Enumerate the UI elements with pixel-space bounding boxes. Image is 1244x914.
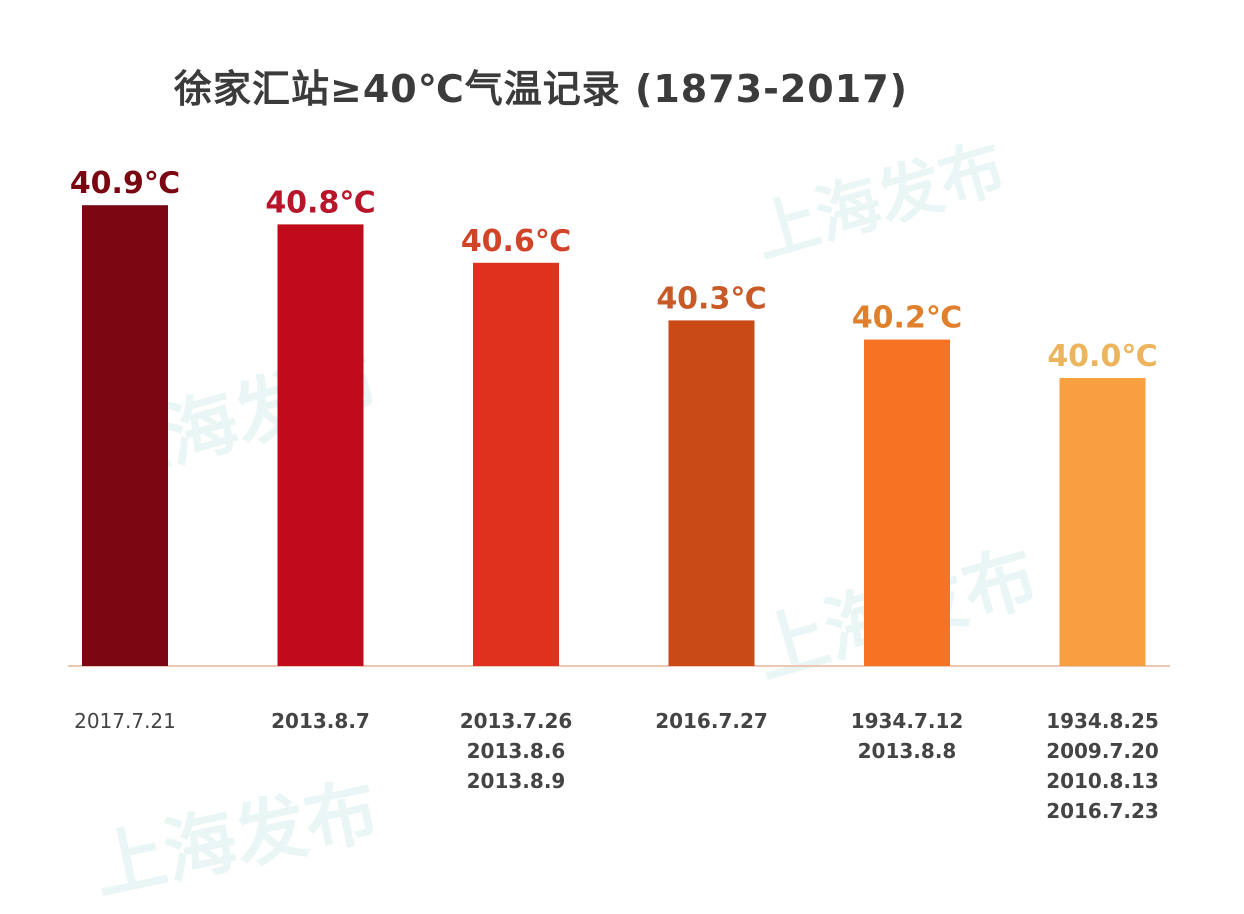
x-tick-label: 2013.8.7 [271,709,370,733]
x-tick-label: 1934.8.25 [1046,709,1159,733]
bar [668,320,755,666]
data-label: 40.3℃ [656,281,766,316]
bar [82,205,168,666]
x-tick-label: 2013.8.8 [858,739,957,763]
chart-title: 徐家汇站≥40℃气温记录 (1873-2017) [174,67,908,111]
x-tick-label: 1934.7.12 [851,709,964,733]
bar [864,339,950,666]
chart-container: 徐家汇站≥40℃气温记录 (1873-2017) 上海发布 上海发布 上海发布 … [68,67,1170,910]
bar [473,262,559,666]
x-tick-label: 2016.7.23 [1046,799,1159,823]
data-label: 40.8℃ [265,185,375,220]
x-tick-label: 2010.8.13 [1046,769,1159,793]
bar-chart: 40.9℃ 2017.7.21 40.8℃ 2013.8.7 40.6℃ 2013.7.2… [68,166,1170,823]
x-tick-label: 2017.7.21 [74,709,176,733]
data-label: 40.6℃ [461,224,571,259]
x-tick-label: 2013.7.26 [460,709,573,733]
bar [277,224,364,666]
x-tick-label: 2013.8.6 [467,739,566,763]
data-label: 40.2℃ [852,301,962,336]
data-label: 40.9℃ [70,166,180,201]
bar [1059,378,1146,666]
data-label: 40.0℃ [1047,339,1157,374]
x-tick-label: 2016.7.27 [655,709,768,733]
x-tick-label: 2013.8.9 [467,769,566,793]
x-tick-label: 2009.7.20 [1046,739,1159,763]
